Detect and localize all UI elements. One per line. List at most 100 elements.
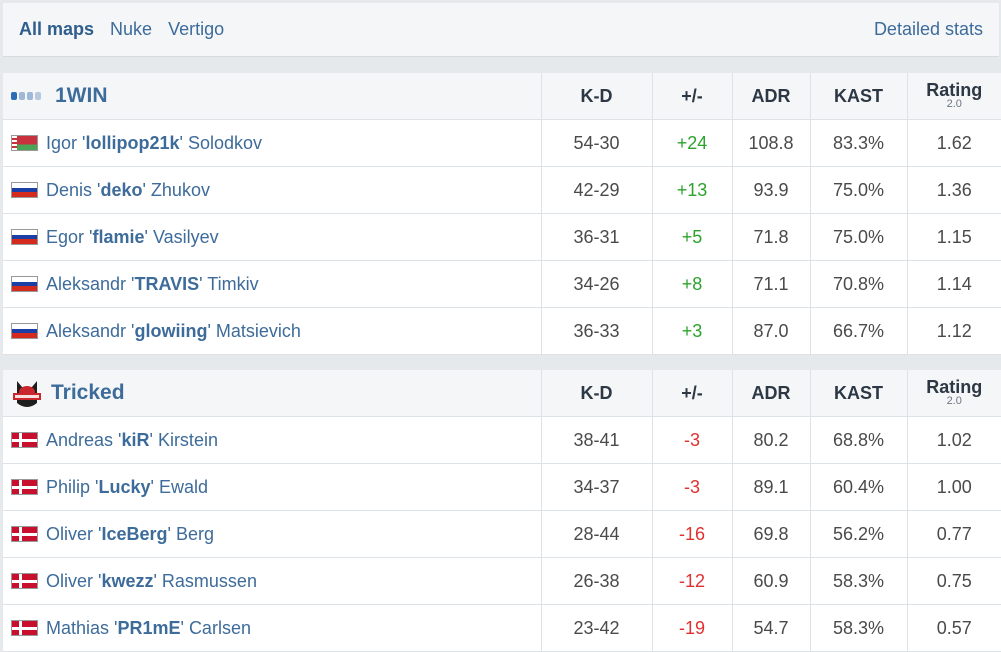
- detailed-stats-link[interactable]: Detailed stats: [874, 19, 983, 40]
- tab-nuke[interactable]: Nuke: [110, 19, 152, 40]
- adr-header[interactable]: ADR: [732, 370, 810, 417]
- player-first-name: Philip: [46, 477, 90, 497]
- team-name-link[interactable]: Tricked: [51, 381, 125, 405]
- player-name-link[interactable]: Oliver 'IceBerg' Berg: [46, 524, 214, 545]
- player-name-link[interactable]: Aleksandr 'TRAVIS' Timkiv: [46, 274, 259, 295]
- team-name-link[interactable]: 1WIN: [55, 84, 108, 108]
- denmark-flag-icon: [11, 573, 38, 589]
- player-first-name: Egor: [46, 227, 84, 247]
- player-nickname: TRAVIS: [134, 274, 199, 294]
- plus-minus-cell: +24: [652, 120, 732, 167]
- player-nickname: IceBerg: [101, 524, 167, 544]
- player-last-name: Rasmussen: [162, 571, 257, 591]
- plus-minus-cell: -19: [652, 605, 732, 652]
- plus-minus-cell: +13: [652, 167, 732, 214]
- player-last-name: Vasilyev: [153, 227, 219, 247]
- adr-cell: 87.0: [732, 308, 810, 355]
- denmark-flag-icon: [11, 479, 38, 495]
- player-first-name: Oliver: [46, 571, 93, 591]
- russia-flag-icon: [11, 276, 38, 292]
- adr-cell: 93.9: [732, 167, 810, 214]
- tab-vertigo[interactable]: Vertigo: [168, 19, 224, 40]
- player-name-link[interactable]: Igor 'lollipop21k' Solodkov: [46, 133, 262, 154]
- rating-cell: 0.57: [907, 605, 1001, 652]
- player-cell: Oliver 'kwezz' Rasmussen: [3, 558, 541, 605]
- player-last-name: Carlsen: [189, 618, 251, 638]
- rating-version: 2.0: [908, 396, 1001, 407]
- kd-cell: 38-41: [541, 417, 652, 464]
- russia-flag-icon: [11, 229, 38, 245]
- rating-header-label: Rating: [926, 377, 982, 397]
- player-name-link[interactable]: Andreas 'kiR' Kirstein: [46, 430, 218, 451]
- kd-header[interactable]: K-D: [541, 73, 652, 120]
- adr-cell: 89.1: [732, 464, 810, 511]
- player-name-link[interactable]: Oliver 'kwezz' Rasmussen: [46, 571, 257, 592]
- team-header-cell: Tricked: [3, 370, 541, 417]
- kast-header[interactable]: KAST: [810, 73, 907, 120]
- kd-header[interactable]: K-D: [541, 370, 652, 417]
- kast-cell: 70.8%: [810, 261, 907, 308]
- adr-header[interactable]: ADR: [732, 73, 810, 120]
- player-name-link[interactable]: Philip 'Lucky' Ewald: [46, 477, 208, 498]
- player-name-link[interactable]: Mathias 'PR1mE' Carlsen: [46, 618, 251, 639]
- player-last-name: Kirstein: [158, 430, 218, 450]
- player-nickname: flamie: [92, 227, 144, 247]
- plus-minus-header[interactable]: +/-: [652, 73, 732, 120]
- player-cell: Aleksandr 'glowiing' Matsievich: [3, 308, 541, 355]
- player-name-link[interactable]: Egor 'flamie' Vasilyev: [46, 227, 219, 248]
- player-last-name: Matsievich: [216, 321, 301, 341]
- kd-cell: 34-26: [541, 261, 652, 308]
- rating-header[interactable]: Rating 2.0: [907, 370, 1001, 417]
- kast-header[interactable]: KAST: [810, 370, 907, 417]
- kd-cell: 23-42: [541, 605, 652, 652]
- player-cell: Denis 'deko' Zhukov: [3, 167, 541, 214]
- kd-cell: 36-33: [541, 308, 652, 355]
- plus-minus-header[interactable]: +/-: [652, 370, 732, 417]
- player-last-name: Zhukov: [151, 180, 210, 200]
- kd-cell: 54-30: [541, 120, 652, 167]
- player-last-name: Timkiv: [207, 274, 258, 294]
- player-cell: Igor 'lollipop21k' Solodkov: [3, 120, 541, 167]
- kd-cell: 34-37: [541, 464, 652, 511]
- rating-cell: 1.00: [907, 464, 1001, 511]
- kast-cell: 66.7%: [810, 308, 907, 355]
- player-cell: Aleksandr 'TRAVIS' Timkiv: [3, 261, 541, 308]
- tricked-logo-icon: [9, 375, 45, 411]
- team-stats-table-1win: 1WIN K-D +/- ADR KAST Rating 2.0 Igor 'l…: [3, 73, 1001, 355]
- denmark-flag-icon: [11, 526, 38, 542]
- player-last-name: Ewald: [159, 477, 208, 497]
- kast-cell: 75.0%: [810, 167, 907, 214]
- player-first-name: Mathias: [46, 618, 109, 638]
- player-first-name: Aleksandr: [46, 274, 126, 294]
- rating-cell: 1.14: [907, 261, 1001, 308]
- map-tabs-bar: All maps Nuke Vertigo Detailed stats: [3, 3, 999, 57]
- table-header-row: Tricked K-D +/- ADR KAST Rating 2.0: [3, 370, 1001, 417]
- kast-cell: 83.3%: [810, 120, 907, 167]
- player-first-name: Aleksandr: [46, 321, 126, 341]
- plus-minus-cell: +5: [652, 214, 732, 261]
- kast-cell: 58.3%: [810, 605, 907, 652]
- plus-minus-cell: -3: [652, 464, 732, 511]
- player-cell: Oliver 'IceBerg' Berg: [3, 511, 541, 558]
- rating-header[interactable]: Rating 2.0: [907, 73, 1001, 120]
- tab-all-maps[interactable]: All maps: [19, 19, 94, 40]
- player-name-link[interactable]: Aleksandr 'glowiing' Matsievich: [46, 321, 301, 342]
- rating-header-label: Rating: [926, 80, 982, 100]
- kast-cell: 58.3%: [810, 558, 907, 605]
- player-nickname: PR1mE: [117, 618, 180, 638]
- player-cell: Andreas 'kiR' Kirstein: [3, 417, 541, 464]
- player-name-link[interactable]: Denis 'deko' Zhukov: [46, 180, 210, 201]
- rating-cell: 1.12: [907, 308, 1001, 355]
- player-last-name: Solodkov: [188, 133, 262, 153]
- kd-cell: 36-31: [541, 214, 652, 261]
- russia-flag-icon: [11, 323, 38, 339]
- kd-cell: 26-38: [541, 558, 652, 605]
- plus-minus-cell: -16: [652, 511, 732, 558]
